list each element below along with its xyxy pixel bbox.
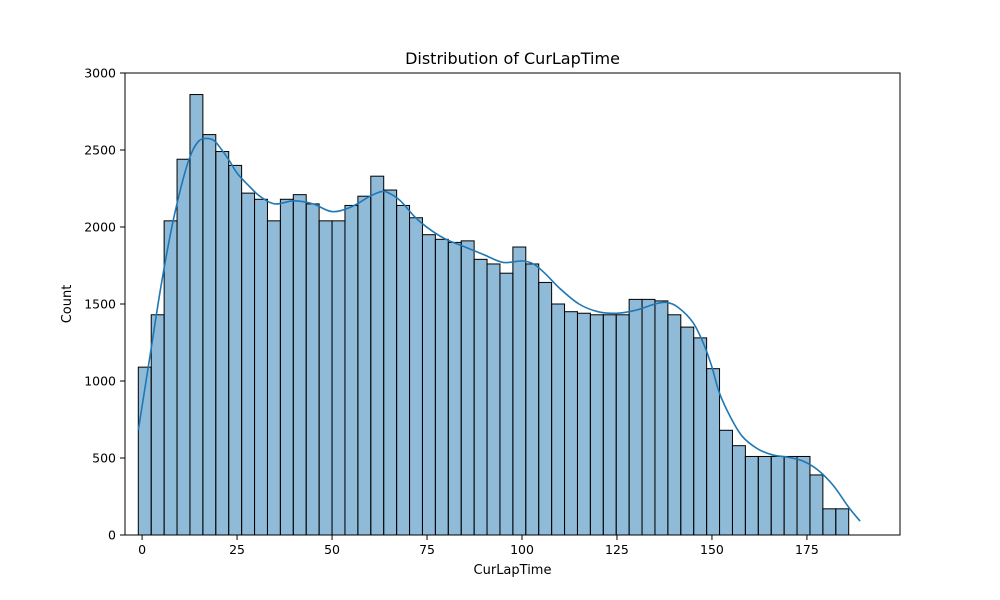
histogram-bar bbox=[538, 281, 553, 536]
histogram-bar bbox=[396, 204, 411, 536]
histogram-bar bbox=[409, 217, 423, 536]
histogram-bar bbox=[383, 189, 398, 536]
histogram-bar bbox=[434, 238, 449, 536]
histogram-bar bbox=[305, 203, 320, 536]
histogram-bar bbox=[447, 241, 462, 536]
bars-group bbox=[137, 94, 850, 536]
histogram-bar bbox=[667, 314, 682, 536]
histogram-bar bbox=[693, 337, 708, 536]
histogram-bar bbox=[228, 164, 243, 536]
histogram-bar bbox=[331, 220, 346, 536]
histogram-bar bbox=[731, 445, 746, 536]
histogram-bar bbox=[602, 314, 617, 536]
histogram-bar bbox=[202, 134, 217, 536]
y-axis-ticks: 0 500 1000 1500 2000 2500 3000 bbox=[84, 66, 125, 543]
y-tick-label: 500 bbox=[92, 451, 116, 466]
y-axis-label: Count bbox=[60, 285, 75, 324]
y-tick-label: 1500 bbox=[84, 297, 116, 312]
x-tick-label: 175 bbox=[795, 542, 819, 557]
histogram-bar bbox=[499, 272, 514, 536]
histogram-bar bbox=[654, 300, 669, 536]
histogram-bar bbox=[344, 204, 359, 536]
histogram-bar bbox=[254, 198, 268, 536]
histogram-bar bbox=[292, 194, 307, 536]
histogram-bar bbox=[589, 314, 604, 536]
chart-title: Distribution of CurLapTime bbox=[405, 49, 620, 68]
histogram-bar bbox=[564, 311, 578, 536]
histogram-bar bbox=[757, 455, 772, 536]
x-tick-label: 125 bbox=[605, 542, 629, 557]
histogram-bar bbox=[176, 158, 191, 536]
histogram-bar bbox=[318, 220, 333, 536]
x-tick-label: 100 bbox=[510, 542, 534, 557]
histogram-bar bbox=[525, 263, 540, 536]
histogram-bar bbox=[473, 258, 488, 536]
histogram-bar bbox=[357, 195, 372, 536]
histogram-bar bbox=[641, 298, 656, 536]
histogram-bar bbox=[680, 326, 695, 536]
x-tick-label: 50 bbox=[324, 542, 340, 557]
histogram-bar bbox=[706, 368, 721, 536]
histogram-bar bbox=[835, 508, 850, 536]
x-tick-label: 0 bbox=[138, 542, 146, 557]
histogram-bar bbox=[744, 455, 759, 536]
x-axis-ticks: 0 25 50 75 100 125 150 175 bbox=[138, 535, 819, 557]
histogram-bar bbox=[486, 263, 501, 536]
histogram-bar bbox=[163, 220, 178, 536]
y-tick-label: 0 bbox=[108, 528, 116, 543]
histogram-bar bbox=[189, 94, 204, 536]
x-tick-label: 25 bbox=[229, 542, 245, 557]
histogram-bar bbox=[215, 151, 230, 536]
kde-curve bbox=[137, 137, 861, 522]
histogram-bar bbox=[460, 240, 475, 536]
histogram-bar bbox=[150, 314, 165, 536]
histogram-bar bbox=[551, 303, 566, 536]
histogram-bar bbox=[512, 246, 527, 536]
histogram-bar bbox=[421, 234, 436, 536]
histogram-bar bbox=[783, 455, 798, 536]
histogram-bar bbox=[370, 175, 385, 536]
histogram-bar bbox=[796, 455, 811, 536]
x-tick-label: 150 bbox=[700, 542, 724, 557]
histogram-bar bbox=[266, 220, 281, 536]
histogram-bar bbox=[770, 455, 785, 536]
y-tick-label: 1000 bbox=[84, 374, 116, 389]
histogram-bar bbox=[241, 192, 256, 536]
histogram-bar bbox=[615, 314, 630, 536]
histogram-bar bbox=[719, 429, 733, 536]
histogram-bar bbox=[822, 508, 837, 536]
histogram-bar bbox=[576, 312, 591, 536]
histogram-bar bbox=[628, 298, 643, 536]
y-tick-label: 2000 bbox=[84, 220, 116, 235]
histogram-bar bbox=[809, 474, 824, 536]
histogram-bar bbox=[279, 198, 294, 536]
x-axis-label: CurLapTime bbox=[474, 563, 552, 578]
y-tick-label: 2500 bbox=[84, 143, 116, 158]
x-tick-label: 75 bbox=[419, 542, 435, 557]
y-tick-label: 3000 bbox=[84, 66, 116, 81]
